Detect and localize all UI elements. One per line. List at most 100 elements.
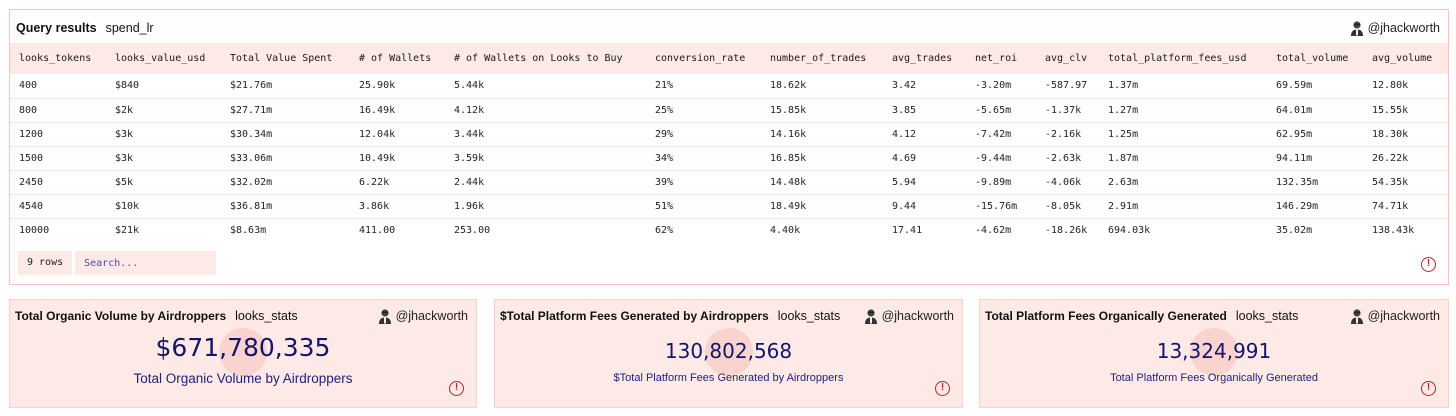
table-cell: 25.90k [350, 74, 445, 98]
search-input[interactable] [75, 251, 217, 275]
table-cell: $8.63m [221, 217, 350, 242]
table-cell: -2.63k [1036, 145, 1099, 170]
user-link[interactable]: @jhackworth [378, 308, 468, 324]
table-cell: 132.35m [1267, 169, 1363, 194]
table-cell: 18.49k [761, 193, 883, 218]
table-cell: 5.44k [445, 74, 646, 98]
alert-circle-icon[interactable]: ! [1421, 381, 1436, 396]
user-link[interactable]: @jhackworth [1350, 308, 1440, 324]
counter-label: $Total Platform Fees Generated by Airdro… [613, 372, 844, 384]
table-cell: 3.42 [883, 74, 966, 98]
column-header[interactable]: # of Wallets on Looks to Buy [445, 43, 646, 74]
table-cell: 1.96k [445, 193, 646, 218]
table-cell: 694.03k [1099, 217, 1267, 242]
table-cell: 1.87m [1099, 145, 1267, 170]
user-avatar-icon [1350, 308, 1364, 324]
table-cell: 4.69 [883, 145, 966, 170]
table-cell: $30.34m [221, 121, 350, 146]
column-header[interactable]: looks_value_usd [106, 43, 221, 74]
table-cell: 54.35k [1363, 169, 1448, 194]
column-header[interactable]: avg_volume [1363, 43, 1448, 74]
table-cell: 12.80k [1363, 74, 1448, 98]
query-name-link[interactable]: looks_stats [235, 309, 298, 323]
table-cell: 800 [10, 97, 106, 122]
table-row[interactable]: 10000 $21k $8.63m 411.00 253.00 62% 4.40k 17.41… [10, 217, 1448, 242]
user-avatar-icon [864, 308, 878, 324]
table-cell: 69.59m [1267, 74, 1363, 98]
table-cell: -18.26k [1036, 217, 1099, 242]
column-header[interactable]: conversion_rate [646, 43, 761, 74]
table-cell: -4.62m [966, 217, 1036, 242]
table-cell: -2.16k [1036, 121, 1099, 146]
table-cell: -1.37k [1036, 97, 1099, 122]
table-cell: 6.22k [350, 169, 445, 194]
table-header-row: looks_tokens looks_value_usd Total Value S… [10, 43, 1448, 74]
table-cell: $3k [106, 145, 221, 170]
column-header[interactable]: # of Wallets [350, 43, 445, 74]
user-handle: @jhackworth [395, 309, 468, 323]
table-cell: 34% [646, 145, 761, 170]
user-link[interactable]: @jhackworth [1350, 20, 1440, 36]
table-cell: 2450 [10, 169, 106, 194]
table-row[interactable]: 4540 $10k $36.81m 3.86k 1.96k 51% 18.49k 9.44 -1… [10, 193, 1448, 218]
column-header[interactable]: number_of_trades [761, 43, 883, 74]
column-header[interactable]: avg_trades [883, 43, 966, 74]
column-header[interactable]: Total Value Spent [221, 43, 350, 74]
query-name-link[interactable]: spend_lr [105, 21, 154, 35]
counter-value: $671,780,335 [155, 333, 331, 362]
table-cell: 94.11m [1267, 145, 1363, 170]
alert-circle-icon[interactable]: ! [1421, 257, 1436, 272]
table-cell: 12.04k [350, 121, 445, 146]
query-name-link[interactable]: looks_stats [777, 309, 841, 323]
table-cell: -9.44m [966, 145, 1036, 170]
table-cell: 1500 [10, 145, 106, 170]
counter-header: $Total Platform Fees Generated by Airdro… [500, 306, 954, 326]
table-cell: 16.85k [761, 145, 883, 170]
decorative-blob [219, 328, 267, 376]
table-cell: 9.44 [883, 193, 966, 218]
table-cell: 39% [646, 169, 761, 194]
table-cell: $840 [106, 74, 221, 98]
query-results-header: Query results spend_lr @jhackworth [16, 18, 1440, 38]
panel-title: Query results [16, 21, 97, 35]
row-count-badge: 9 rows [18, 251, 73, 275]
table-cell: 18.62k [761, 74, 883, 98]
table-cell: $33.06m [221, 145, 350, 170]
table-cell: -587.97 [1036, 74, 1099, 98]
table-cell: 51% [646, 193, 761, 218]
results-table: looks_tokens looks_value_usd Total Value S… [10, 43, 1448, 242]
table-row[interactable]: 1500 $3k $33.06m 10.49k 3.59k 34% 16.85k 4.69 -9… [10, 145, 1448, 170]
table-cell: 15.55k [1363, 97, 1448, 122]
table-cell: 4.12k [445, 97, 646, 122]
table-cell: 62% [646, 217, 761, 242]
decorative-blob [705, 328, 753, 376]
table-row[interactable]: 2450 $5k $32.02m 6.22k 2.44k 39% 14.48k 5.94 -9.… [10, 169, 1448, 194]
counter-header: Total Organic Volume by Airdroppers look… [15, 306, 468, 326]
alert-circle-icon[interactable]: ! [449, 381, 464, 396]
column-header[interactable]: net_roi [966, 43, 1036, 74]
column-header[interactable]: total_platform_fees_usd [1099, 43, 1267, 74]
column-header[interactable]: avg_clv [1036, 43, 1099, 74]
counter-title: Total Organic Volume by Airdroppers [15, 309, 227, 323]
table-footer: 9 rows [18, 251, 217, 275]
table-cell: 3.44k [445, 121, 646, 146]
user-link[interactable]: @jhackworth [864, 308, 954, 324]
alert-circle-icon[interactable]: ! [935, 381, 950, 396]
table-cell: -3.20m [966, 74, 1036, 98]
table-row[interactable]: 400 $840 $21.76m 25.90k 5.44k 21% 18.62k 3.42 -3… [10, 74, 1448, 98]
table-cell: 411.00 [350, 217, 445, 242]
table-row[interactable]: 1200 $3k $30.34m 12.04k 3.44k 29% 14.16k 4.12 -7… [10, 121, 1448, 146]
table-cell: 2.91m [1099, 193, 1267, 218]
column-header[interactable]: looks_tokens [10, 43, 106, 74]
table-row[interactable]: 800 $2k $27.71m 16.49k 4.12k 25% 15.85k 3.85 -5.… [10, 97, 1448, 122]
table-cell: 10000 [10, 217, 106, 242]
table-cell: 2.63m [1099, 169, 1267, 194]
table-cell: -8.05k [1036, 193, 1099, 218]
user-avatar-icon [378, 308, 392, 324]
table-cell: $36.81m [221, 193, 350, 218]
table-cell: -4.06k [1036, 169, 1099, 194]
table-cell: 3.59k [445, 145, 646, 170]
user-handle: @jhackworth [1367, 309, 1440, 323]
query-name-link[interactable]: looks_stats [1235, 309, 1299, 323]
column-header[interactable]: total_volume [1267, 43, 1363, 74]
